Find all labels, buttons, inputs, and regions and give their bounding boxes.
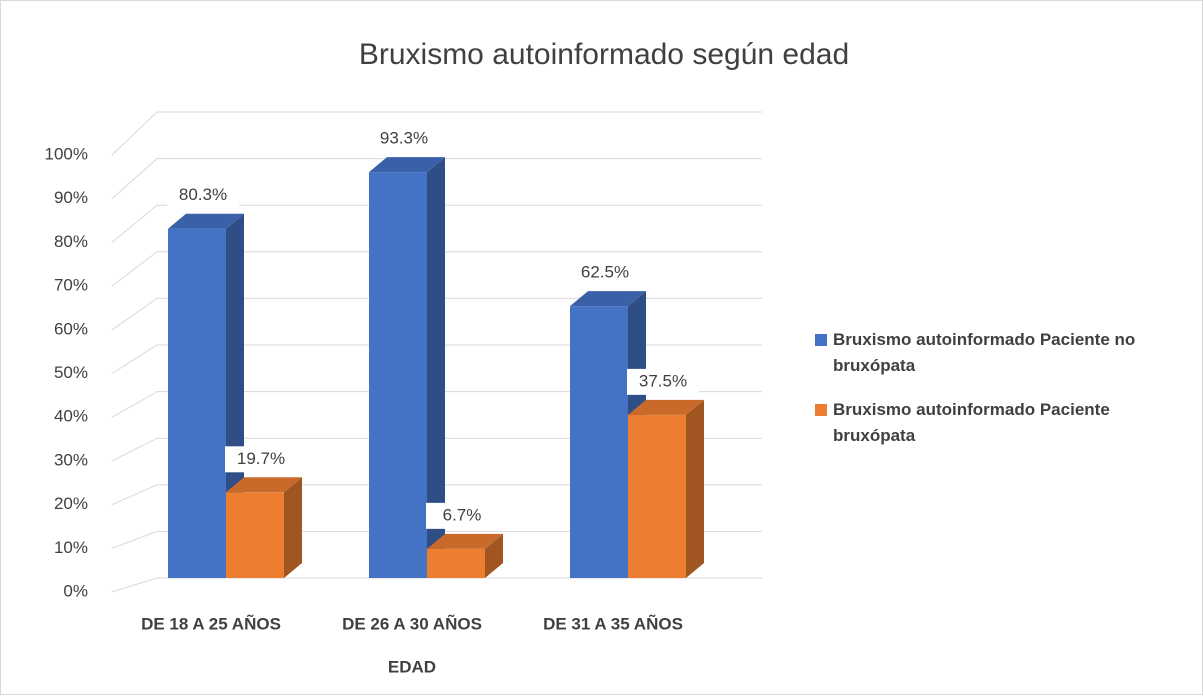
bar: [628, 399, 704, 578]
grid-line: [111, 484, 762, 506]
grid-line: [111, 344, 762, 374]
legend-item: Bruxismo autoinformado Paciente no bruxó…: [815, 327, 1185, 379]
bar-front: [427, 548, 485, 578]
bar-side: [284, 477, 302, 578]
grid-line: [111, 251, 762, 287]
grid-line: [111, 297, 762, 331]
x-tick-label: DE 31 A 35 AÑOS: [543, 613, 683, 633]
data-label-bg: [225, 446, 297, 473]
y-tick-label: 10%: [54, 538, 88, 557]
y-tick-label: 90%: [54, 188, 88, 207]
x-tick-label: DE 26 A 30 AÑOS: [342, 613, 482, 633]
bar: [168, 213, 244, 578]
bar-top: [570, 291, 646, 307]
bar-top: [628, 399, 704, 415]
grid-line: [111, 437, 762, 462]
grid-line: [111, 391, 762, 418]
bar-top: [427, 533, 503, 549]
legend-label: Bruxismo autoinformado Paciente bruxópat…: [833, 400, 1110, 445]
data-label: 93.3%: [380, 129, 428, 148]
grid-line: [111, 111, 762, 156]
x-tick-label: DE 18 A 25 AÑOS: [141, 613, 281, 633]
data-label: 37.5%: [639, 371, 687, 390]
data-label-bg: [627, 368, 699, 395]
bar-side: [427, 157, 445, 578]
chart-title: Bruxismo autoinformado según edad: [359, 38, 849, 71]
data-label-bg: [167, 182, 239, 209]
data-label: 62.5%: [581, 263, 629, 282]
data-label: 6.7%: [443, 505, 482, 524]
bar: [226, 477, 302, 578]
grid-line: [111, 158, 762, 200]
legend-label: Bruxismo autoinformado Paciente no bruxó…: [833, 330, 1136, 375]
bar-front: [168, 228, 226, 578]
y-tick-label: 50%: [54, 363, 88, 382]
legend-swatch: [815, 404, 827, 416]
y-tick-label: 30%: [54, 450, 88, 469]
grid-line: [111, 530, 762, 549]
y-tick-label: 100%: [45, 144, 88, 163]
legend-item: Bruxismo autoinformado Paciente bruxópat…: [815, 397, 1185, 449]
grid-line: [111, 577, 762, 593]
data-label-bg: [368, 126, 440, 153]
y-tick-label: 80%: [54, 232, 88, 251]
y-tick-label: 60%: [54, 319, 88, 338]
y-tick-label: 20%: [54, 494, 88, 513]
bar-top: [168, 213, 244, 229]
data-label: 80.3%: [179, 185, 227, 204]
data-label: 19.7%: [237, 449, 285, 468]
bar-top: [226, 477, 302, 493]
bar-front: [628, 414, 686, 578]
grid-line: [111, 204, 762, 243]
y-tick-label: 40%: [54, 407, 88, 426]
bar-side: [485, 533, 503, 578]
bar-top: [369, 157, 445, 173]
bar-front: [226, 492, 284, 578]
bar-front: [570, 306, 628, 578]
x-axis-title: EDAD: [388, 657, 436, 676]
y-tick-label: 70%: [54, 276, 88, 295]
legend-swatch: [815, 334, 827, 346]
bar-front: [369, 172, 427, 578]
data-label-bg: [569, 260, 641, 287]
data-label-bg: [426, 502, 498, 529]
bar-side: [686, 399, 704, 578]
y-tick-label: 0%: [63, 581, 88, 600]
bar: [369, 157, 445, 578]
bar: [427, 533, 503, 578]
